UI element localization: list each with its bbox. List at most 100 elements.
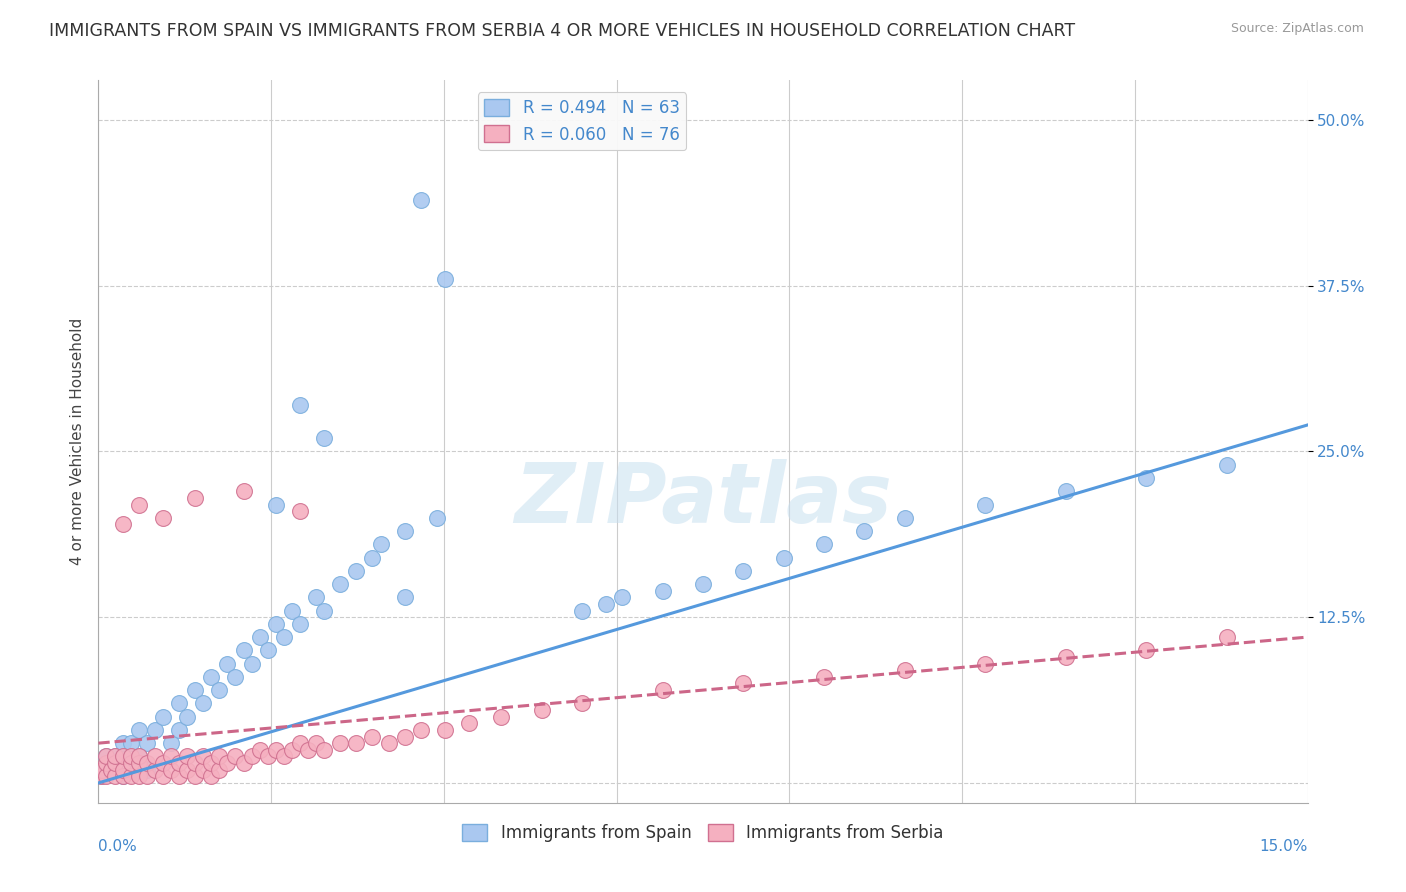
Point <box>128 769 150 783</box>
Point <box>200 756 222 770</box>
Point <box>128 498 150 512</box>
Point <box>100 763 122 777</box>
Point <box>733 676 755 690</box>
Point <box>394 524 416 538</box>
Point <box>314 603 336 617</box>
Text: 0.0%: 0.0% <box>98 838 138 854</box>
Point <box>264 743 287 757</box>
Point <box>91 769 114 783</box>
Point <box>288 616 311 631</box>
Point <box>103 749 125 764</box>
Point <box>571 603 593 617</box>
Point <box>1135 643 1157 657</box>
Point <box>434 723 457 737</box>
Point <box>200 670 222 684</box>
Point <box>974 498 997 512</box>
Point <box>224 670 246 684</box>
Point <box>103 769 125 783</box>
Point <box>152 709 174 723</box>
Point <box>491 709 513 723</box>
Point <box>176 709 198 723</box>
Point <box>772 550 794 565</box>
Point <box>264 616 287 631</box>
Point <box>409 723 432 737</box>
Text: IMMIGRANTS FROM SPAIN VS IMMIGRANTS FROM SERBIA 4 OR MORE VEHICLES IN HOUSEHOLD : IMMIGRANTS FROM SPAIN VS IMMIGRANTS FROM… <box>49 22 1076 40</box>
Point <box>297 743 319 757</box>
Point <box>120 769 142 783</box>
Point <box>128 723 150 737</box>
Point <box>288 398 311 412</box>
Point <box>217 657 239 671</box>
Point <box>249 743 271 757</box>
Point <box>152 510 174 524</box>
Point <box>120 749 142 764</box>
Point <box>409 193 432 207</box>
Point <box>143 763 166 777</box>
Point <box>813 670 835 684</box>
Point <box>692 577 714 591</box>
Point <box>329 577 352 591</box>
Point <box>103 756 125 770</box>
Point <box>96 749 118 764</box>
Point <box>160 749 183 764</box>
Point <box>111 769 134 783</box>
Point <box>184 683 207 698</box>
Point <box>90 769 112 783</box>
Point <box>160 736 183 750</box>
Point <box>143 749 166 764</box>
Point <box>458 716 481 731</box>
Point <box>1216 630 1239 644</box>
Point <box>111 517 134 532</box>
Point <box>120 736 142 750</box>
Point <box>224 749 246 764</box>
Point <box>232 484 254 499</box>
Point <box>111 736 134 750</box>
Point <box>344 564 367 578</box>
Text: ZIPatlas: ZIPatlas <box>515 458 891 540</box>
Point <box>256 643 278 657</box>
Point <box>1216 458 1239 472</box>
Point <box>305 736 328 750</box>
Text: Source: ZipAtlas.com: Source: ZipAtlas.com <box>1230 22 1364 36</box>
Point <box>370 537 392 551</box>
Point <box>96 756 118 770</box>
Point <box>273 749 295 764</box>
Point <box>120 756 142 770</box>
Point <box>893 663 915 677</box>
Point <box>91 763 114 777</box>
Point <box>135 756 157 770</box>
Point <box>1135 471 1157 485</box>
Point <box>152 756 174 770</box>
Point <box>305 591 328 605</box>
Point <box>361 550 384 565</box>
Legend: R = 0.494   N = 63, R = 0.060   N = 76: R = 0.494 N = 63, R = 0.060 N = 76 <box>478 92 686 150</box>
Point <box>426 510 449 524</box>
Point <box>288 504 311 518</box>
Point <box>184 491 207 505</box>
Point <box>103 749 125 764</box>
Point <box>264 498 287 512</box>
Point <box>281 603 304 617</box>
Point <box>193 749 215 764</box>
Point <box>1054 484 1077 499</box>
Point <box>893 510 915 524</box>
Point <box>176 763 198 777</box>
Point <box>434 272 457 286</box>
Point <box>120 763 142 777</box>
Point <box>167 723 190 737</box>
Point <box>96 749 118 764</box>
Point <box>394 591 416 605</box>
Point <box>314 431 336 445</box>
Point <box>612 591 634 605</box>
Point <box>217 756 239 770</box>
Point <box>249 630 271 644</box>
Point <box>329 736 352 750</box>
Point <box>853 524 876 538</box>
Point <box>281 743 304 757</box>
Point <box>103 756 125 770</box>
Point <box>377 736 399 750</box>
Point <box>96 763 118 777</box>
Point <box>160 763 183 777</box>
Point <box>733 564 755 578</box>
Point <box>152 769 174 783</box>
